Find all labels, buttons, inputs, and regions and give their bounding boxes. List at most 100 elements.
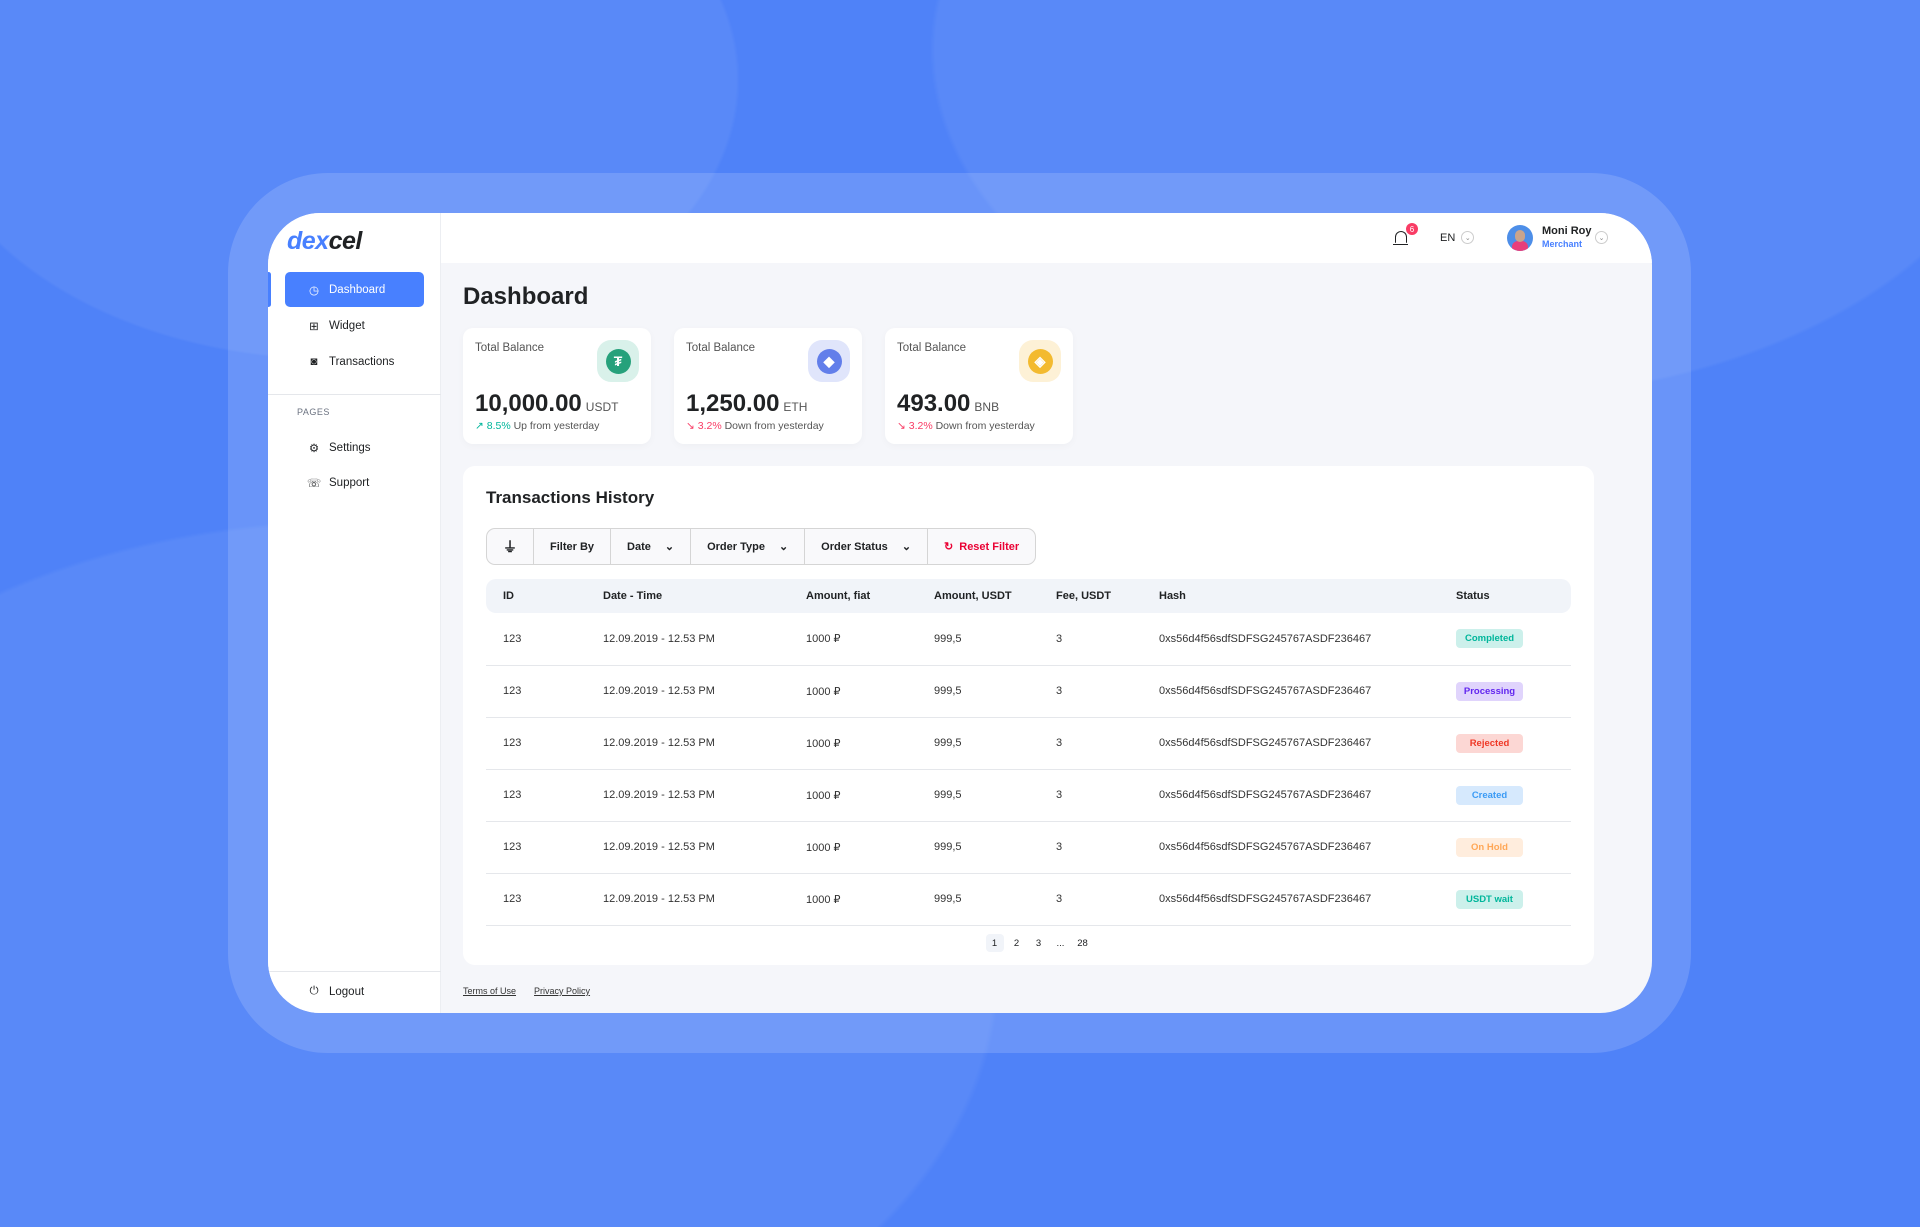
transactions-table: ID Date - Time Amount, fiat Amount, USDT Fee… xyxy=(486,579,1571,926)
bell-icon xyxy=(1393,231,1408,245)
cell-status: Rejected xyxy=(1456,717,1571,770)
language-label: EN xyxy=(1440,231,1456,244)
cell-datetime: 12.09.2019 - 12.53 PM xyxy=(603,873,806,926)
status-badge: Created xyxy=(1456,785,1523,805)
coin-icon: ◈ xyxy=(1027,348,1053,374)
sidebar-item-widget[interactable]: ⊞ Widget xyxy=(285,308,424,343)
order-status-filter[interactable]: Order Status ⌄ xyxy=(805,529,929,564)
page-button[interactable]: 28 xyxy=(1077,937,1088,949)
power-icon: ⏻ xyxy=(309,985,319,997)
cell-fiat: 1000 ₽ xyxy=(806,665,934,718)
table-row[interactable]: 123 12.09.2019 - 12.53 PM 1000 ₽999,5 3 0xs5… xyxy=(486,821,1571,874)
footer: Terms of Use Privacy Policy xyxy=(463,986,590,996)
balance-amount: 1,250.00 ETH xyxy=(686,390,807,418)
chevron-down-icon: ⌄ xyxy=(664,541,675,553)
cell-status: Completed xyxy=(1456,613,1571,666)
balance-card: Total Balance ◆ 1,250.00 ETH ↘ 3.2% Down … xyxy=(674,328,862,444)
cell-fiat: 1000 ₽ xyxy=(806,717,934,770)
cell-fiat: 1000 ₽ xyxy=(806,769,934,822)
cell-status: On Hold xyxy=(1456,821,1571,874)
status-badge: Rejected xyxy=(1456,733,1523,753)
notification-button[interactable]: 6 xyxy=(1393,223,1419,247)
profile-dropdown-icon[interactable]: ⌄ xyxy=(1595,231,1608,244)
sidebar-item-transactions[interactable]: ◙ Transactions xyxy=(285,344,424,379)
cell-usdt: 999,5 xyxy=(934,717,1056,770)
language-selector[interactable]: EN ⌄ xyxy=(1440,231,1475,244)
cell-fee: 3 xyxy=(1056,873,1159,926)
table-row[interactable]: 123 12.09.2019 - 12.53 PM 1000 ₽999,5 3 0xs5… xyxy=(486,665,1571,718)
filter-icon-cell: ⏚ xyxy=(487,529,534,564)
cell-hash: 0xs56d4f56sdfSDFSG245767ASDF236467 xyxy=(1159,613,1456,666)
main-content: Dashboard Total Balance ₮ 10,000.00 USDT … xyxy=(441,263,1652,1013)
sidebar-item-dashboard[interactable]: ◷ Dashboard xyxy=(285,272,424,307)
balance-label: Total Balance xyxy=(686,342,756,354)
avatar[interactable] xyxy=(1507,225,1533,251)
coin-icon-wrap: ◈ xyxy=(1019,340,1061,382)
cell-fiat: 1000 ₽ xyxy=(806,873,934,926)
page-button[interactable]: 2 xyxy=(1013,937,1020,949)
status-badge: On Hold xyxy=(1456,837,1523,857)
coin-icon: ◆ xyxy=(816,348,842,374)
sidebar-item-label: Dashboard xyxy=(329,283,386,296)
table-row[interactable]: 123 12.09.2019 - 12.53 PM 1000 ₽999,5 3 0xs5… xyxy=(486,769,1571,822)
cell-id: 123 xyxy=(486,821,603,874)
privacy-link[interactable]: Privacy Policy xyxy=(534,986,591,996)
amount-value: 1,250.00 xyxy=(686,390,780,417)
cell-hash: 0xs56d4f56sdfSDFSG245767ASDF236467 xyxy=(1159,769,1456,822)
cell-fee: 3 xyxy=(1056,821,1159,874)
gear-icon: ⚙ xyxy=(308,442,320,455)
filter-bar: ⏚ Filter By Date ⌄ Order Type ⌄ Order Stat… xyxy=(486,528,1037,565)
cell-usdt: 999,5 xyxy=(934,613,1056,666)
coin-icon-wrap: ₮ xyxy=(597,340,639,382)
page-button[interactable]: 1 xyxy=(985,934,1004,952)
divider xyxy=(268,394,441,395)
balance-change: ↗ 8.5% Up from yesterday xyxy=(475,420,599,432)
column-header[interactable]: Fee, USDT xyxy=(1056,579,1159,613)
table-row[interactable]: 123 12.09.2019 - 12.53 PM 1000 ₽999,5 3 0xs5… xyxy=(486,613,1571,666)
cell-hash: 0xs56d4f56sdfSDFSG245767ASDF236467 xyxy=(1159,665,1456,718)
table-row[interactable]: 123 12.09.2019 - 12.53 PM 1000 ₽999,5 3 0xs5… xyxy=(486,873,1571,926)
sidebar-item-settings[interactable]: ⚙ Settings xyxy=(285,430,424,465)
balance-card: Total Balance ◈ 493.00 BNB ↘ 3.2% Down fr… xyxy=(885,328,1073,444)
chevron-down-icon: ⌄ xyxy=(1461,231,1475,244)
page-button[interactable]: 3 xyxy=(1035,937,1042,949)
terms-link[interactable]: Terms of Use xyxy=(463,986,517,996)
table-row[interactable]: 123 12.09.2019 - 12.53 PM 1000 ₽999,5 3 0xs5… xyxy=(486,717,1571,770)
balance-change: ↘ 3.2% Down from yesterday xyxy=(897,420,1035,432)
cell-id: 123 xyxy=(486,769,603,822)
logout-button[interactable]: ⏻ Logout xyxy=(285,974,424,1009)
column-header[interactable]: Amount, fiat xyxy=(806,579,934,613)
cell-fee: 3 xyxy=(1056,613,1159,666)
column-header[interactable]: ID xyxy=(486,579,603,613)
change-percent: 3.2% xyxy=(697,420,722,432)
column-header[interactable]: Status xyxy=(1456,579,1571,613)
notification-badge: 6 xyxy=(1406,223,1418,235)
top-header: 6 EN ⌄ Moni Roy Merchant ⌄ xyxy=(441,213,1652,263)
coin-icon: ₮ xyxy=(605,348,631,374)
sidebar-item-support[interactable]: ☏ Support xyxy=(285,465,424,500)
column-header[interactable]: Amount, USDT xyxy=(934,579,1056,613)
page-button: ... xyxy=(1056,937,1065,949)
cell-datetime: 12.09.2019 - 12.53 PM xyxy=(603,613,806,666)
cell-fee: 3 xyxy=(1056,769,1159,822)
amount-unit: BNB xyxy=(974,400,1000,414)
order-type-filter[interactable]: Order Type ⌄ xyxy=(691,529,806,564)
reset-icon: ↻ xyxy=(944,541,954,553)
reset-filter-button[interactable]: ↻ Reset Filter xyxy=(928,529,1035,564)
grid-icon: ⊞ xyxy=(309,320,319,333)
sidebar: dexcel ◷ Dashboard ⊞ Widget ◙ Transactions … xyxy=(268,213,441,1013)
camera-icon: ◙ xyxy=(310,355,318,368)
cell-status: Created xyxy=(1456,769,1571,822)
column-header[interactable]: Hash xyxy=(1159,579,1456,613)
status-badge: Completed xyxy=(1456,629,1523,649)
cell-hash: 0xs56d4f56sdfSDFSG245767ASDF236467 xyxy=(1159,821,1456,874)
column-header[interactable]: Date - Time xyxy=(603,579,806,613)
date-filter-label: Date xyxy=(627,540,651,553)
date-filter[interactable]: Date ⌄ xyxy=(611,529,692,564)
balance-amount: 493.00 BNB xyxy=(897,390,999,418)
cell-datetime: 12.09.2019 - 12.53 PM xyxy=(603,821,806,874)
cell-usdt: 999,5 xyxy=(934,769,1056,822)
cell-datetime: 12.09.2019 - 12.53 PM xyxy=(603,665,806,718)
change-percent: 8.5% xyxy=(486,420,511,432)
cell-hash: 0xs56d4f56sdfSDFSG245767ASDF236467 xyxy=(1159,717,1456,770)
